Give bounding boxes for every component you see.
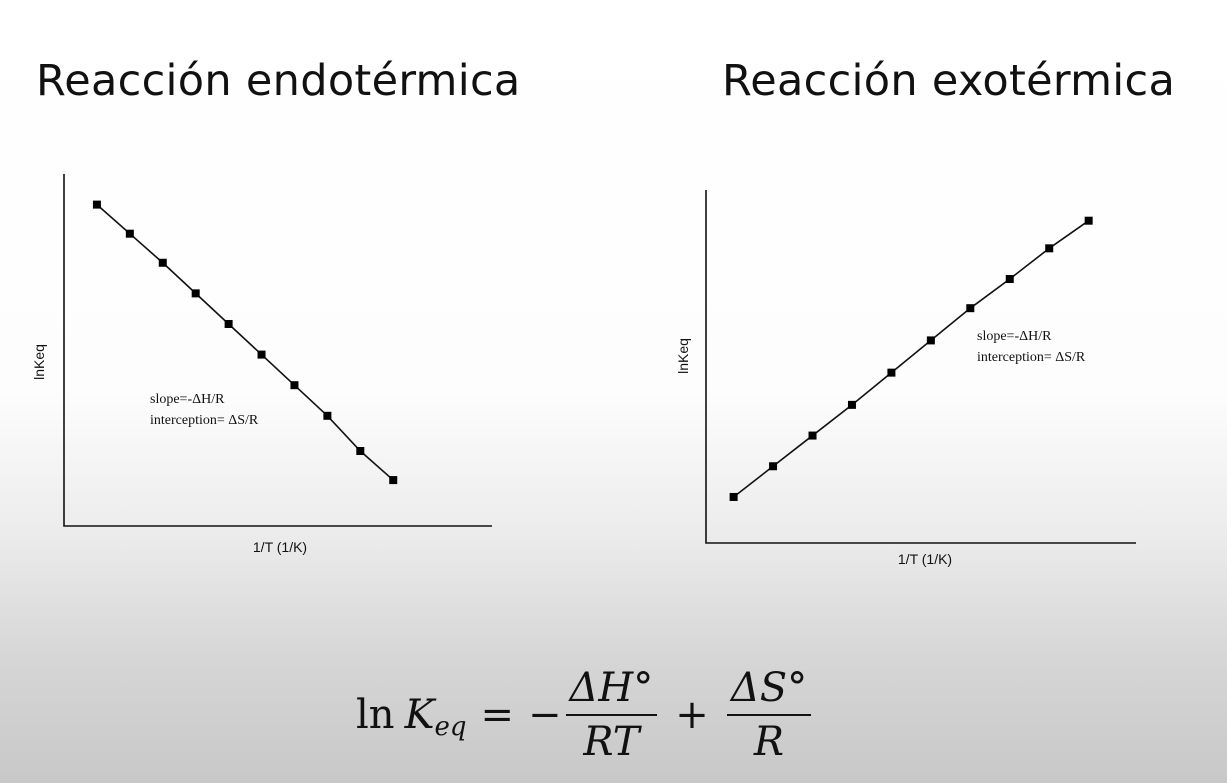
data-point <box>887 368 896 377</box>
formula-ln: ln <box>356 692 395 738</box>
data-point <box>158 258 167 267</box>
data-point <box>389 476 398 485</box>
formula-k: K <box>404 692 435 738</box>
data-point <box>1084 216 1093 225</box>
chart-title-endothermic: Reacción endotérmica <box>36 56 521 106</box>
formula-plus: + <box>675 692 709 738</box>
chart-title-exothermic: Reacción exotérmica <box>722 56 1176 106</box>
data-point <box>1005 275 1014 284</box>
formula-enthalpy-denominator: RT <box>583 719 640 765</box>
data-point <box>257 350 266 359</box>
formula-k-subscript: eq <box>434 712 467 742</box>
data-point <box>125 229 134 238</box>
series-line <box>733 220 1090 498</box>
axis-lines <box>63 174 492 527</box>
formula-enthalpy-numerator: ΔH° <box>565 666 658 716</box>
data-point <box>1045 244 1054 253</box>
formula-entropy-denominator: R <box>753 719 785 765</box>
x-axis-label: 1/T (1/K) <box>253 539 307 555</box>
y-axis-label: lnKeq <box>675 338 691 374</box>
interception-annotation: interception= ΔS/R <box>150 413 259 428</box>
x-axis-label: 1/T (1/K) <box>898 551 952 567</box>
data-point <box>966 304 975 313</box>
data-point <box>729 492 738 501</box>
axis-lines <box>705 190 1136 544</box>
data-point <box>926 336 935 345</box>
formula-entropy-fraction: ΔS° R <box>726 666 812 765</box>
formula-enthalpy-fraction: ΔH° RT <box>565 666 658 765</box>
slope-annotation: slope=-ΔH/R <box>150 392 225 407</box>
data-point <box>847 400 856 409</box>
data-point <box>808 431 817 440</box>
data-point <box>92 200 101 209</box>
formula-entropy-numerator: ΔS° <box>726 666 812 716</box>
vant-hoff-equation: ln K eq = − ΔH° RT + ΔS° R <box>356 660 815 770</box>
data-point <box>323 411 332 420</box>
slope-annotation: slope=-ΔH/R <box>977 329 1052 344</box>
data-point <box>769 462 778 471</box>
data-point <box>356 447 365 456</box>
data-point <box>191 289 200 298</box>
data-point <box>224 319 233 328</box>
data-point <box>290 381 299 390</box>
formula-equals: = <box>480 692 514 738</box>
interception-annotation: interception= ΔS/R <box>977 350 1086 365</box>
y-axis-label: lnKeq <box>31 344 47 380</box>
formula-minus: − <box>528 692 562 738</box>
series-line <box>96 204 394 481</box>
